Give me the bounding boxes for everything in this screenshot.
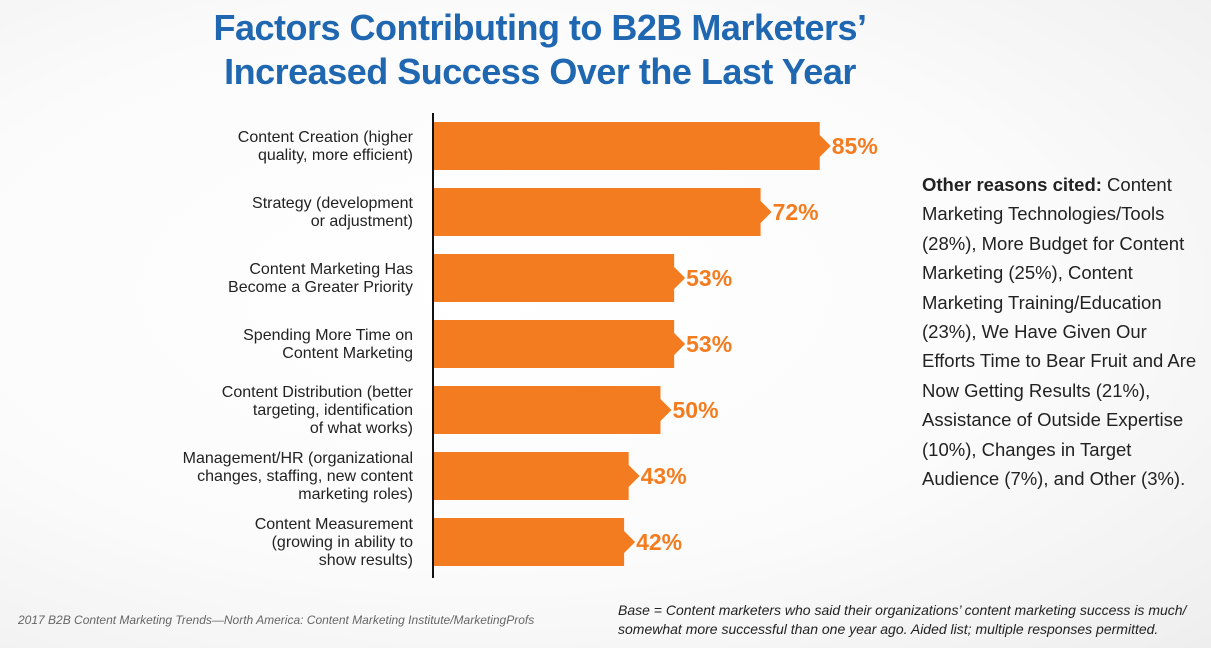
bar [434,386,672,434]
value-label: 50% [673,397,719,423]
category-label-line: quality, more efficient) [257,147,413,164]
category-label: Content Creation (higher quality, more ef… [173,129,413,165]
category-label: Content Marketing Has Become a Greater Pr… [173,261,413,297]
category-label-line: Content Marketing Has [249,261,413,278]
chart-title-line-2: Increased Success Over the Last Year [224,51,856,92]
category-label-line: Content Measurement [254,516,413,533]
bar [434,122,831,170]
category-label-line: changes, staffing, new content [197,468,413,485]
category-label-line: Management/HR (organizational [182,450,413,467]
source-note: 2017 B2B Content Marketing Trends—North … [18,613,535,627]
bar [434,320,686,368]
bar [434,452,640,500]
chart-title: Factors Contributing to B2B Marketers’ I… [130,6,950,94]
bar [434,188,772,236]
category-label-line: (growing in ability to [271,534,413,551]
category-label-line: of what works) [309,420,413,437]
bar [434,254,686,302]
category-label: Spending More Time on Content Marketing [173,327,413,363]
other-reasons-note: Other reasons cited: Content Marketing T… [922,170,1202,493]
chart-title-line-1: Factors Contributing to B2B Marketers’ [213,7,867,48]
category-label: Strategy (development or adjustment) [173,195,413,231]
value-label: 42% [636,529,682,555]
other-reasons-text: Content Marketing Technologies/Tools (28… [922,174,1197,490]
category-label-line: Content Creation (higher [237,129,413,146]
category-label-line: show results) [318,552,413,569]
value-label: 85% [832,133,878,159]
category-label-line: marketing roles) [298,486,413,503]
value-label: 53% [686,265,732,291]
category-label: Content Measurement (growing in ability t… [173,516,413,570]
value-label: 72% [773,199,819,225]
value-label: 43% [641,463,687,489]
base-note: Base = Content marketers who said their … [618,602,1187,637]
bar [434,518,636,566]
other-reasons-heading: Other reasons cited: [922,174,1102,195]
category-label-line: Strategy (development [252,195,413,212]
category-label-line: Content Distribution (better [221,384,413,401]
value-label: 53% [686,331,732,357]
category-label: Management/HR (organizational changes, st… [173,450,413,504]
category-label: Content Distribution (better targeting, i… [173,384,413,438]
category-label-line: or adjustment) [310,213,413,230]
category-label-line: Spending More Time on [243,327,413,344]
category-label-line: Become a Greater Priority [228,279,413,296]
category-label-line: Content Marketing [282,345,413,362]
category-label-line: targeting, identification [252,402,413,419]
